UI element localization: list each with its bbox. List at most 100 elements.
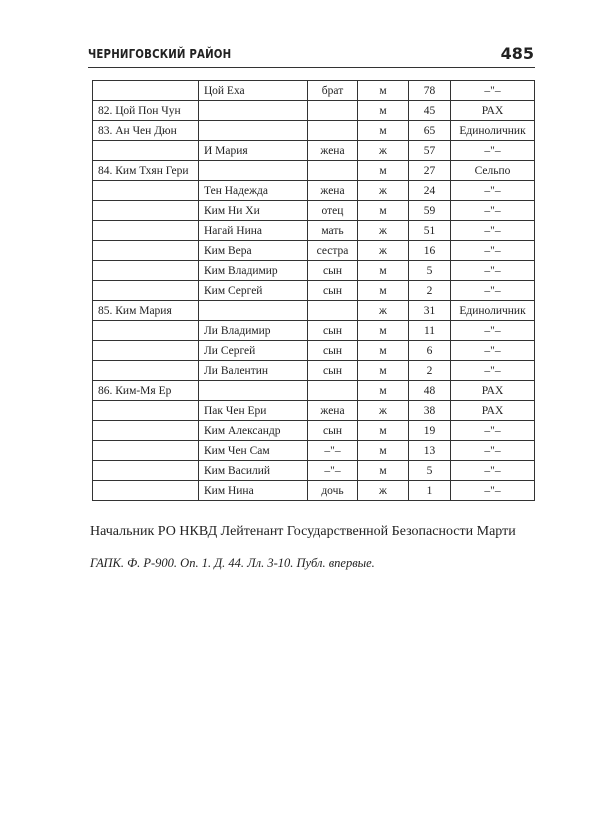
- household-head-cell: 83. Ан Чен Дюн: [92, 120, 199, 141]
- household-head-cell: 85. Ким Мария: [92, 300, 199, 321]
- member-name-cell: Ким Нина: [198, 480, 308, 501]
- occupation-cell: –"–: [450, 220, 535, 241]
- relation-cell: –"–: [307, 440, 358, 461]
- occupation-cell: –"–: [450, 460, 535, 481]
- table-row: 83. Ан Чен Дюн м 65 Единоличник: [92, 120, 535, 141]
- age-cell: 38: [408, 400, 451, 421]
- table-row: Ким Владимир сын м 5 –"–: [92, 260, 535, 281]
- relation-cell: [307, 300, 358, 321]
- age-cell: 59: [408, 200, 451, 221]
- table-row: Пак Чен Ери жена ж 38 РАХ: [92, 400, 535, 421]
- running-title: ЧЕРНИГОВСКИЙ РАЙОН: [88, 47, 232, 61]
- member-name-cell: Ким Сергей: [198, 280, 308, 301]
- age-cell: 78: [408, 80, 451, 101]
- table-row: Ким Сергей сын м 2 –"–: [92, 280, 535, 301]
- age-cell: 51: [408, 220, 451, 241]
- table-row: Ким Вера сестра ж 16 –"–: [92, 240, 535, 261]
- sex-cell: м: [357, 340, 409, 361]
- member-name-cell: Ким Василий: [198, 460, 308, 481]
- household-head-cell: [92, 180, 199, 201]
- occupation-cell: –"–: [450, 80, 535, 101]
- household-head-cell: [92, 220, 199, 241]
- age-cell: 6: [408, 340, 451, 361]
- household-head-cell: 84. Ким Тхян Гери: [92, 160, 199, 181]
- household-head-cell: [92, 440, 199, 461]
- table-row: Ким Ни Хи отец м 59 –"–: [92, 200, 535, 221]
- sex-cell: м: [357, 260, 409, 281]
- signature-line: Начальник РО НКВД Лейтенант Государствен…: [90, 524, 516, 539]
- archive-source: ГАПК. Ф. Р-900. Оп. 1. Д. 44. Лл. 3-10. …: [90, 556, 375, 570]
- occupation-cell: –"–: [450, 360, 535, 381]
- header-rule: [88, 67, 535, 68]
- relation-cell: –"–: [307, 460, 358, 481]
- member-name-cell: [198, 380, 308, 401]
- relation-cell: сын: [307, 340, 358, 361]
- relation-cell: [307, 100, 358, 121]
- household-head-cell: [92, 420, 199, 441]
- member-name-cell: Ким Александр: [198, 420, 308, 441]
- table-row: 84. Ким Тхян Гери м 27 Сельпо: [92, 160, 535, 181]
- household-head-cell: 86. Ким-Мя Ер: [92, 380, 199, 401]
- occupation-cell: –"–: [450, 280, 535, 301]
- sex-cell: м: [357, 80, 409, 101]
- occupation-cell: Сельпо: [450, 160, 535, 181]
- member-name-cell: Ким Чен Сам: [198, 440, 308, 461]
- household-head-cell: [92, 360, 199, 381]
- household-head-cell: [92, 280, 199, 301]
- sex-cell: ж: [357, 140, 409, 161]
- occupation-cell: РАХ: [450, 100, 535, 121]
- table-row: И Мария жена ж 57 –"–: [92, 140, 535, 161]
- occupation-cell: –"–: [450, 240, 535, 261]
- relation-cell: [307, 120, 358, 141]
- occupation-cell: Единоличник: [450, 300, 535, 321]
- member-name-cell: Ли Владимир: [198, 320, 308, 341]
- sex-cell: м: [357, 440, 409, 461]
- member-name-cell: [198, 100, 308, 121]
- table-row: Ли Сергей сын м 6 –"–: [92, 340, 535, 361]
- sex-cell: м: [357, 200, 409, 221]
- occupation-cell: –"–: [450, 200, 535, 221]
- household-head-cell: [92, 140, 199, 161]
- sex-cell: м: [357, 380, 409, 401]
- member-name-cell: Цой Еха: [198, 80, 308, 101]
- household-head-cell: [92, 460, 199, 481]
- occupation-cell: Единоличник: [450, 120, 535, 141]
- occupation-cell: РАХ: [450, 400, 535, 421]
- member-name-cell: Ли Валентин: [198, 360, 308, 381]
- table-row: 86. Ким-Мя Ер м 48 РАХ: [92, 380, 535, 401]
- table-row: Тен Надежда жена ж 24 –"–: [92, 180, 535, 201]
- occupation-cell: –"–: [450, 320, 535, 341]
- relation-cell: мать: [307, 220, 358, 241]
- relation-cell: сын: [307, 360, 358, 381]
- member-name-cell: Пак Чен Ери: [198, 400, 308, 421]
- age-cell: 2: [408, 280, 451, 301]
- member-name-cell: И Мария: [198, 140, 308, 161]
- occupation-cell: –"–: [450, 260, 535, 281]
- household-head-cell: [92, 240, 199, 261]
- table-row: Ким Нина дочь ж 1 –"–: [92, 480, 535, 501]
- household-head-cell: [92, 260, 199, 281]
- occupation-cell: –"–: [450, 480, 535, 501]
- member-name-cell: Ли Сергей: [198, 340, 308, 361]
- age-cell: 2: [408, 360, 451, 381]
- age-cell: 16: [408, 240, 451, 261]
- occupation-cell: –"–: [450, 180, 535, 201]
- household-head-cell: [92, 80, 199, 101]
- relation-cell: брат: [307, 80, 358, 101]
- sex-cell: ж: [357, 180, 409, 201]
- household-head-cell: [92, 200, 199, 221]
- age-cell: 65: [408, 120, 451, 141]
- member-name-cell: Ким Владимир: [198, 260, 308, 281]
- occupation-cell: –"–: [450, 440, 535, 461]
- sex-cell: ж: [357, 480, 409, 501]
- sex-cell: ж: [357, 220, 409, 241]
- relation-cell: сын: [307, 320, 358, 341]
- occupation-cell: –"–: [450, 340, 535, 361]
- relation-cell: жена: [307, 140, 358, 161]
- age-cell: 31: [408, 300, 451, 321]
- occupation-cell: –"–: [450, 420, 535, 441]
- member-name-cell: Тен Надежда: [198, 180, 308, 201]
- age-cell: 11: [408, 320, 451, 341]
- age-cell: 5: [408, 260, 451, 281]
